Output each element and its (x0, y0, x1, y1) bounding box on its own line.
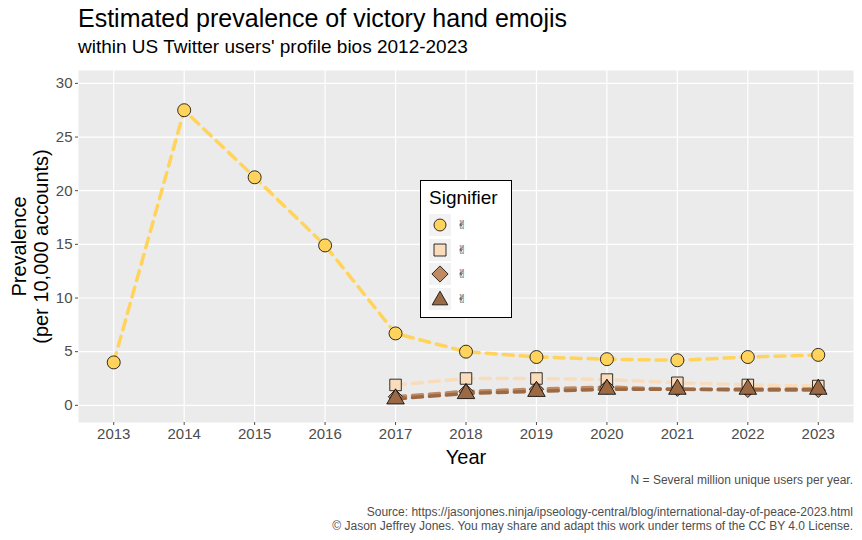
svg-text:Prevalence(per 10,000 accounts: Prevalence(per 10,000 accounts) (8, 149, 52, 344)
svg-text:2021: 2021 (661, 425, 694, 442)
html-text:within US Twitter users' profi: within US Twitter users' profile bios 20… (78, 36, 468, 57)
svg-text:25: 25 (56, 128, 73, 145)
svg-text:2014: 2014 (167, 425, 200, 442)
svg-text:5: 5 (64, 342, 72, 359)
svg-text:2015: 2015 (238, 425, 271, 442)
svg-text:2013: 2013 (97, 425, 130, 442)
svg-text:20: 20 (56, 181, 73, 198)
html-text:Source: https://jasonjones.nin: Source: https://jasonjones.ninja/ipseolo… (366, 505, 853, 519)
svg-text:10: 10 (56, 289, 73, 306)
svg-text:2022: 2022 (731, 425, 764, 442)
svg-text:30: 30 (56, 74, 73, 91)
svg-text:2018: 2018 (449, 425, 482, 442)
svg-text:2016: 2016 (308, 425, 341, 442)
html-text:N = Several million unique use: N = Several million unique users per yea… (630, 473, 853, 487)
html-text:© Jason Jeffrey Jones. You may: © Jason Jeffrey Jones. You may share and… (332, 519, 853, 533)
svg-text:15: 15 (56, 235, 73, 252)
svg-text:0: 0 (64, 396, 72, 413)
svg-text:Year: Year (446, 446, 487, 468)
html-text:Estimated prevalence of victor: Estimated prevalence of victory hand emo… (78, 4, 568, 32)
svg-text:2019: 2019 (520, 425, 553, 442)
svg-text:2017: 2017 (379, 425, 412, 442)
svg-text:2020: 2020 (590, 425, 623, 442)
svg-text:2023: 2023 (802, 425, 835, 442)
html-text:Signifier: Signifier (429, 187, 498, 208)
